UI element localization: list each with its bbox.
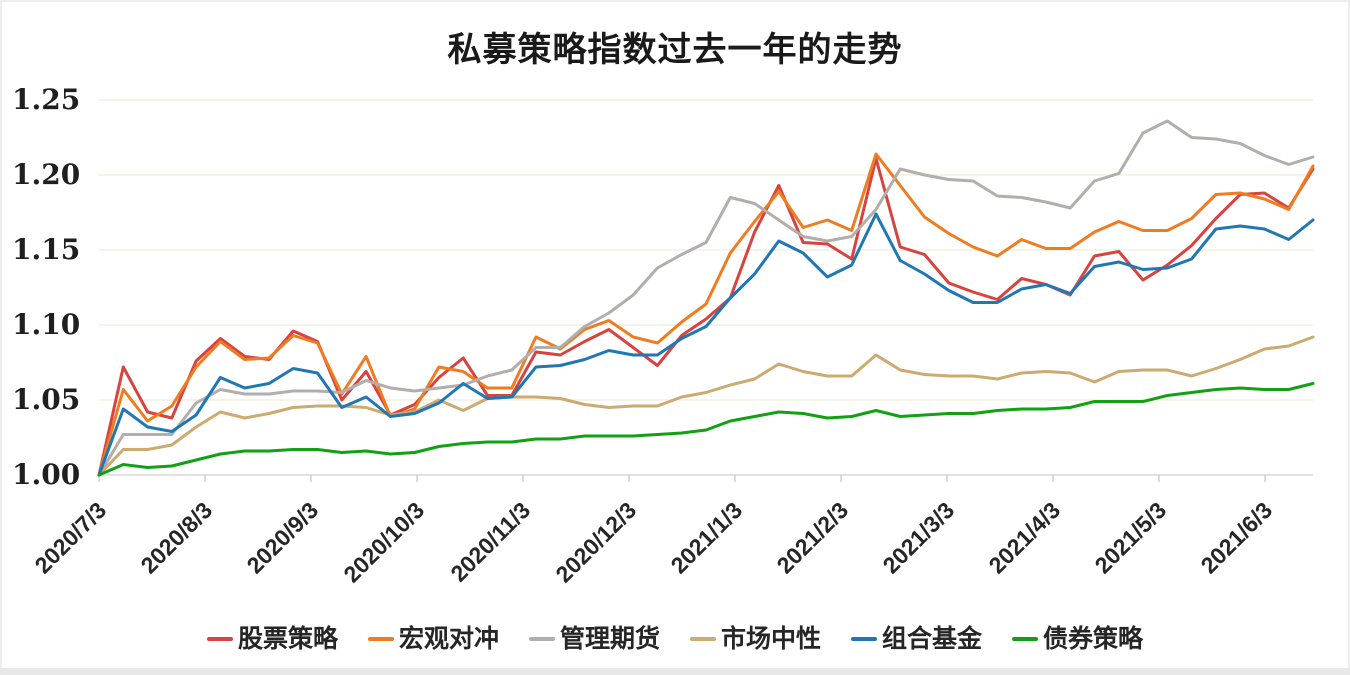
bottom-edge-bar bbox=[0, 668, 1350, 675]
series-line-管理期货 bbox=[97, 119, 1315, 477]
legend-item: 市场中性 bbox=[690, 626, 821, 652]
chart-title: 私募策略指数过去一年的走势 bbox=[447, 31, 903, 69]
legend-item: 宏观对冲 bbox=[367, 625, 499, 653]
legend-label: 宏观对冲 bbox=[398, 625, 499, 653]
legend-swatch-icon bbox=[367, 637, 394, 641]
legend-label: 债券策略 bbox=[1043, 625, 1144, 653]
y-axis-label: 1.15 bbox=[12, 233, 81, 266]
series-line-股票策略 bbox=[97, 157, 1315, 477]
legend-label: 管理期货 bbox=[559, 625, 660, 653]
legend: 股票策略 宏观对冲 管理期货 市场中性 组合基金 债券策略 bbox=[0, 626, 1350, 652]
legend-swatch-icon bbox=[206, 637, 233, 641]
series-line-宏观对冲 bbox=[97, 152, 1315, 477]
y-axis-label: 1.25 bbox=[12, 83, 81, 116]
legend-swatch-icon bbox=[528, 637, 555, 641]
legend-swatch-icon bbox=[1012, 637, 1039, 641]
y-axis-label: 1.00 bbox=[12, 458, 81, 491]
legend-swatch-icon bbox=[851, 637, 878, 641]
legend-item: 债券策略 bbox=[1012, 626, 1143, 652]
legend-item: 股票策略 bbox=[206, 625, 338, 653]
legend-swatch-icon bbox=[690, 637, 716, 641]
legend-label: 市场中性 bbox=[721, 625, 822, 653]
legend-label: 组合基金 bbox=[882, 625, 983, 653]
series-line-组合基金 bbox=[97, 212, 1315, 477]
y-axis-label: 1.05 bbox=[12, 383, 81, 416]
y-axis-label: 1.10 bbox=[12, 308, 81, 341]
series-line-市场中性 bbox=[97, 335, 1315, 477]
legend-item: 管理期货 bbox=[528, 625, 660, 653]
y-axis-label: 1.20 bbox=[12, 158, 81, 191]
legend-label: 股票策略 bbox=[237, 625, 338, 653]
legend-item: 组合基金 bbox=[851, 626, 982, 652]
series-line-债券策略 bbox=[97, 382, 1315, 477]
